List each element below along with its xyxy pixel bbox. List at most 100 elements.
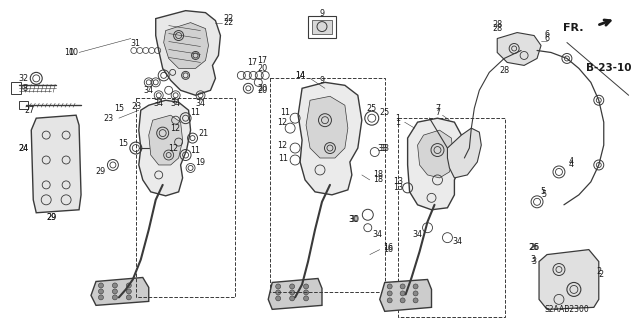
Text: 26: 26 <box>529 243 539 252</box>
Text: 30: 30 <box>349 215 359 224</box>
Circle shape <box>126 295 131 300</box>
Text: 30: 30 <box>350 215 360 224</box>
Text: 12: 12 <box>168 144 179 152</box>
Text: 34: 34 <box>196 99 205 108</box>
Circle shape <box>99 283 104 288</box>
Circle shape <box>303 296 308 301</box>
Text: 11: 11 <box>278 153 288 162</box>
Circle shape <box>387 291 392 296</box>
Text: 15: 15 <box>114 104 124 113</box>
Text: 24: 24 <box>18 144 28 152</box>
Text: 18: 18 <box>372 175 383 184</box>
Bar <box>12 82 21 94</box>
Bar <box>397 118 505 317</box>
Bar <box>308 16 336 38</box>
Text: 3: 3 <box>532 257 536 266</box>
Text: 12: 12 <box>171 124 180 133</box>
Circle shape <box>413 298 418 303</box>
Text: 11: 11 <box>191 145 200 154</box>
Text: 25: 25 <box>380 108 390 117</box>
Text: 6: 6 <box>545 30 550 39</box>
Bar <box>136 98 236 297</box>
Text: 1: 1 <box>395 114 400 123</box>
Circle shape <box>413 291 418 296</box>
Circle shape <box>113 283 117 288</box>
Circle shape <box>113 295 117 300</box>
Text: 23: 23 <box>104 114 114 123</box>
Text: 15: 15 <box>118 138 128 148</box>
Text: 11: 11 <box>280 108 290 117</box>
Text: 26: 26 <box>528 243 538 252</box>
Text: 34: 34 <box>452 237 462 246</box>
Text: 16: 16 <box>383 243 393 252</box>
Text: 17: 17 <box>257 56 268 65</box>
Text: 28: 28 <box>492 24 502 33</box>
Polygon shape <box>148 115 182 165</box>
Text: 34: 34 <box>171 99 180 108</box>
Text: 29: 29 <box>46 213 56 222</box>
Circle shape <box>413 284 418 289</box>
Text: B-23-10: B-23-10 <box>586 63 632 73</box>
Bar <box>270 78 385 293</box>
Bar <box>312 19 332 33</box>
Polygon shape <box>306 96 348 158</box>
Circle shape <box>290 284 294 289</box>
Bar <box>19 101 28 109</box>
Text: 20: 20 <box>257 64 268 73</box>
Circle shape <box>276 284 281 289</box>
Circle shape <box>387 298 392 303</box>
Polygon shape <box>139 100 191 196</box>
Text: 31: 31 <box>131 39 141 48</box>
Text: 11: 11 <box>191 108 200 117</box>
Circle shape <box>400 291 405 296</box>
Text: 12: 12 <box>277 118 287 127</box>
Text: 18: 18 <box>372 170 383 179</box>
Text: 9: 9 <box>319 9 324 18</box>
Text: 27: 27 <box>24 106 35 115</box>
Text: 16: 16 <box>383 245 393 254</box>
Text: 10: 10 <box>64 48 74 57</box>
Text: 34: 34 <box>144 86 154 95</box>
Text: 9: 9 <box>319 76 324 85</box>
Text: 28: 28 <box>499 66 509 75</box>
Text: 28: 28 <box>492 20 502 29</box>
Text: 2: 2 <box>596 267 602 276</box>
Text: 5: 5 <box>541 190 547 199</box>
Text: 7: 7 <box>435 108 440 117</box>
Polygon shape <box>408 118 461 210</box>
Text: FR.: FR. <box>563 23 584 33</box>
Text: 10: 10 <box>68 48 78 57</box>
Circle shape <box>303 284 308 289</box>
Text: 34: 34 <box>413 230 422 239</box>
Circle shape <box>276 296 281 301</box>
Circle shape <box>400 298 405 303</box>
Text: 13: 13 <box>393 177 403 186</box>
Polygon shape <box>298 82 362 195</box>
Text: 2: 2 <box>598 270 604 279</box>
Polygon shape <box>539 249 599 309</box>
Circle shape <box>99 295 104 300</box>
Text: 32: 32 <box>18 74 28 83</box>
Text: 33: 33 <box>378 144 388 152</box>
Text: 14: 14 <box>295 71 305 80</box>
Text: 1: 1 <box>395 118 400 127</box>
Text: 20: 20 <box>257 84 268 93</box>
Polygon shape <box>268 278 322 309</box>
Text: 34: 34 <box>372 230 383 239</box>
Polygon shape <box>447 128 481 178</box>
Polygon shape <box>91 278 148 305</box>
Text: 13: 13 <box>393 183 403 192</box>
Circle shape <box>126 289 131 294</box>
Text: 6: 6 <box>545 34 550 43</box>
Circle shape <box>290 290 294 295</box>
Text: 29: 29 <box>46 213 56 222</box>
Text: 3: 3 <box>531 255 536 264</box>
Polygon shape <box>497 33 541 65</box>
Circle shape <box>303 290 308 295</box>
Circle shape <box>387 284 392 289</box>
Polygon shape <box>417 130 453 178</box>
Circle shape <box>99 289 104 294</box>
Circle shape <box>290 296 294 301</box>
Polygon shape <box>380 279 431 311</box>
Polygon shape <box>31 115 81 213</box>
